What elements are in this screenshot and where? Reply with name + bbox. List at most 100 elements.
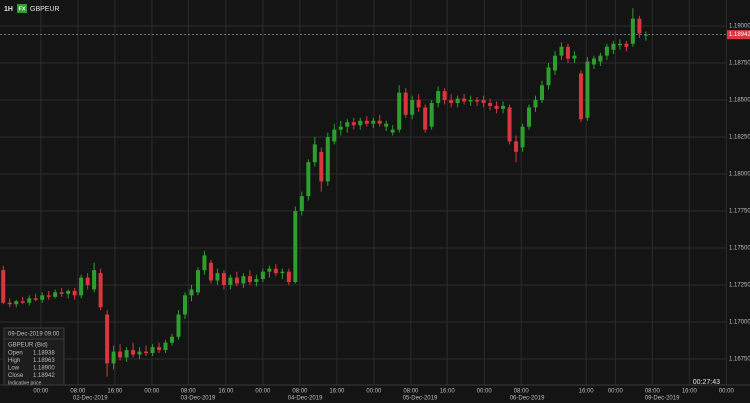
info-value: 1.18938 — [33, 351, 55, 357]
axes: 1.16750 1.17000 1.17250 1.17500 1.17750 1.180… — [33, 24, 750, 402]
candle-body — [539, 85, 545, 101]
candle-body — [604, 46, 609, 56]
x-tick-label: 08:00 — [514, 389, 530, 395]
y-tick-label: 1.16750 — [729, 357, 750, 363]
candle-body — [150, 347, 155, 354]
x-tick-label: 16:00 — [107, 389, 123, 395]
x-tick-label: 00:00 — [144, 389, 160, 395]
candle-body — [423, 107, 428, 130]
candle-body — [228, 277, 233, 285]
candle-body — [533, 100, 538, 108]
candle-body — [617, 43, 622, 46]
candle-body — [234, 277, 239, 284]
candle-body — [105, 314, 110, 364]
candle-body — [403, 92, 408, 115]
candle-body — [637, 18, 642, 34]
info-value: 1.18900 — [33, 366, 55, 372]
info-date: 09-Dec-2019 09:00 — [8, 332, 60, 338]
candle-body — [494, 105, 499, 109]
y-tick-label: 1.17250 — [729, 283, 750, 289]
interval[interactable]: 1H — [4, 6, 13, 13]
candle-body — [260, 271, 265, 280]
candle-body — [598, 55, 603, 62]
x-tick-label: 00:00 — [33, 389, 49, 395]
candle-body — [53, 292, 58, 297]
candle-body — [27, 298, 32, 303]
candle-body — [40, 295, 45, 300]
badge: FX — [18, 6, 25, 12]
candle-body — [384, 123, 389, 127]
candle-body — [501, 105, 506, 109]
candle-body — [33, 298, 38, 300]
candle-body — [527, 107, 532, 127]
candle-body — [195, 270, 200, 293]
x-tick-label: 00:00 — [608, 389, 624, 395]
info-title: GBPEUR (Bid) — [8, 343, 48, 349]
candle-body — [332, 129, 337, 142]
info-rows: Open 1.18938 High 1.18963 Low 1.18900 Close 1.1… — [8, 351, 55, 380]
candle-body — [630, 18, 635, 44]
symbol[interactable]: GBPEUR — [30, 6, 60, 13]
candle-body — [481, 100, 486, 103]
candle-body — [118, 351, 123, 358]
candle-body — [338, 126, 343, 130]
candle-body — [131, 350, 136, 355]
x-tick-label: 16:00 — [682, 389, 698, 395]
x-tick-label: 16:00 — [579, 389, 595, 395]
date-label: 06-Dec-2019 — [510, 396, 545, 402]
x-tick-label: 08:00 — [181, 389, 197, 395]
candle-body — [306, 162, 311, 197]
candle-body — [254, 279, 259, 283]
candle-body — [202, 255, 207, 271]
candle-body — [176, 314, 181, 337]
candle-body — [241, 276, 246, 284]
x-tick-label: 00:00 — [477, 389, 493, 395]
candle-body — [273, 268, 278, 274]
y-tick-label: 1.18500 — [729, 98, 750, 104]
candle-body — [299, 196, 304, 211]
candle-body — [20, 301, 25, 303]
candle-body — [377, 120, 382, 124]
candle-body — [520, 126, 525, 148]
candle-body — [157, 347, 162, 351]
y-tick-label: 1.18750 — [729, 61, 750, 67]
candle-body — [475, 100, 480, 102]
candle-body — [280, 271, 285, 274]
candle-body — [442, 91, 447, 101]
candle-body — [1, 270, 6, 303]
candle-body — [578, 73, 583, 120]
candle-body — [468, 100, 473, 102]
date-label: 04-Dec-2019 — [288, 396, 323, 402]
candle-body — [124, 350, 129, 358]
candle-body — [208, 262, 213, 281]
candle-body — [345, 122, 350, 127]
info-box: 09-Dec-2019 09:00 GBPEUR (Bid) Open 1.189… — [3, 327, 65, 386]
y-tick-label: 1.18250 — [729, 135, 750, 141]
date-label: 09-Dec-2019 — [645, 396, 680, 402]
candle-body — [624, 43, 629, 47]
info-bg — [3, 327, 65, 386]
candle-body — [358, 120, 363, 126]
candle-body — [221, 273, 226, 285]
candle-body — [66, 290, 71, 294]
y-tick-label: 1.18000 — [729, 172, 750, 178]
candle-body — [111, 351, 116, 364]
info-value: 1.18942 — [33, 373, 55, 379]
date-label: 05-Dec-2019 — [403, 396, 438, 402]
price-axis — [727, 0, 750, 385]
candle-body — [643, 34, 648, 36]
date-label: 02-Dec-2019 — [73, 396, 108, 402]
x-tick-label: 08:00 — [70, 389, 86, 395]
candle-body — [182, 295, 188, 315]
candle-body — [293, 210, 298, 283]
candle-body — [59, 292, 64, 294]
candle-body — [572, 55, 577, 59]
y-tick-label: 1.17000 — [729, 320, 750, 326]
clock: 00:27:43 — [693, 379, 720, 386]
candle-body — [163, 342, 168, 351]
candle-body — [462, 98, 467, 102]
info-key: Close — [8, 373, 24, 379]
candle-body — [247, 276, 252, 283]
candle-body — [319, 151, 324, 182]
